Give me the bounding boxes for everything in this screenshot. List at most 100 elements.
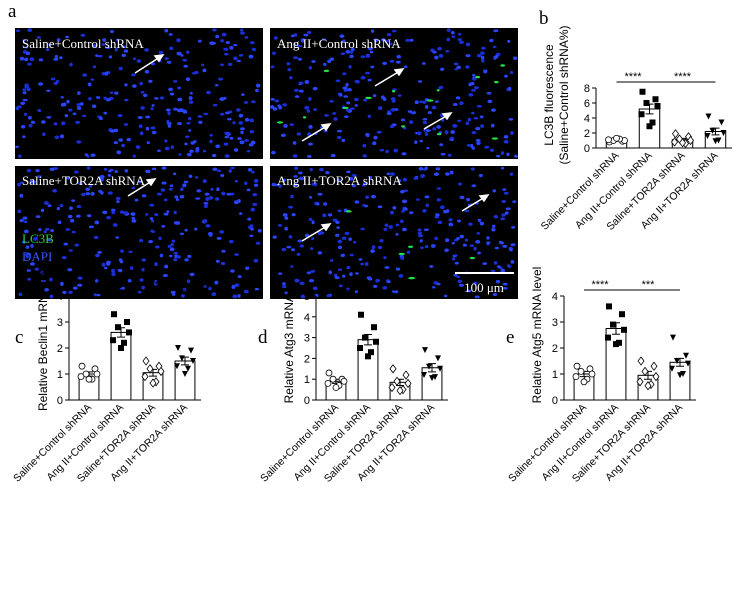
nucleus: [101, 43, 105, 46]
nucleus: [435, 213, 440, 217]
point: [671, 137, 678, 147]
nucleus: [50, 77, 55, 81]
nucleus: [163, 212, 169, 216]
nucleus: [197, 115, 203, 118]
point: [157, 366, 165, 377]
nucleus: [177, 122, 182, 126]
nucleus: [244, 36, 249, 39]
nucleus: [505, 207, 511, 211]
nucleus: [299, 281, 305, 286]
nucleus: [511, 226, 516, 229]
nucleus: [74, 243, 80, 247]
nucleus: [175, 221, 181, 225]
nucleus: [400, 190, 405, 194]
lc3b-speck: [342, 106, 349, 110]
nucleus: [77, 91, 81, 95]
nucleus: [486, 91, 492, 95]
point: [679, 138, 686, 148]
nucleus: [246, 149, 251, 153]
nucleus: [141, 258, 146, 262]
nucleus: [471, 131, 477, 135]
nucleus: [490, 269, 496, 273]
y-tick-label: 8: [584, 83, 590, 95]
nucleus: [105, 46, 111, 50]
nucleus: [468, 82, 472, 87]
nucleus: [395, 233, 399, 236]
nucleus: [240, 31, 245, 35]
arrows: [127, 54, 490, 242]
nucleus: [62, 290, 67, 295]
nucleus: [329, 259, 334, 262]
point: [110, 337, 116, 344]
nucleus: [17, 182, 21, 187]
significance-label: ****: [343, 279, 361, 291]
nucleus: [205, 224, 211, 228]
nucleus: [283, 124, 288, 128]
nucleus: [139, 278, 144, 282]
point: [78, 362, 86, 370]
nucleus: [426, 146, 430, 150]
nucleus: [203, 219, 208, 223]
nucleus: [450, 130, 455, 134]
nucleus: [117, 269, 122, 272]
nucleus: [23, 229, 29, 234]
nucleus: [49, 167, 55, 171]
nucleus: [117, 114, 123, 118]
point: [718, 119, 725, 126]
nucleus: [85, 187, 90, 191]
nucleus: [335, 79, 341, 82]
nucleus: [187, 254, 192, 258]
nucleus: [465, 121, 470, 126]
nucleus: [76, 140, 82, 144]
nucleus: [63, 242, 69, 246]
nucleus: [81, 192, 86, 197]
nucleus: [77, 276, 83, 280]
nucleus: [188, 174, 193, 178]
nucleus: [393, 289, 399, 294]
nucleus: [311, 60, 316, 63]
point: [649, 119, 656, 126]
nucleus: [412, 111, 416, 115]
nucleus: [243, 101, 249, 104]
nucleus: [307, 30, 312, 35]
nucleus: [127, 278, 132, 283]
nucleus: [93, 293, 98, 297]
nucleus: [85, 192, 91, 196]
nucleus: [417, 228, 422, 232]
nucleus: [457, 219, 461, 223]
nucleus: [476, 232, 481, 235]
nucleus: [88, 225, 94, 229]
nucleus: [103, 167, 108, 171]
nucleus: [284, 291, 288, 295]
nucleus: [342, 86, 348, 90]
nucleus: [106, 262, 111, 266]
nucleus: [136, 59, 142, 63]
nucleus: [95, 54, 99, 57]
point: [670, 334, 676, 341]
nucleus: [61, 255, 67, 260]
nucleus: [72, 112, 77, 116]
nucleus: [250, 227, 254, 231]
nucleus: [282, 213, 288, 217]
nucleus: [282, 285, 287, 289]
nucleus: [69, 206, 73, 211]
nucleus: [76, 205, 82, 209]
nucleus: [44, 287, 50, 292]
y-axis-label: (Saline+Control shRNA%): [557, 25, 571, 164]
nucleus: [61, 121, 66, 126]
nucleus: [364, 261, 369, 266]
nucleus: [189, 272, 195, 277]
nucleus: [25, 245, 30, 249]
nucleus: [178, 153, 182, 156]
nucleus: [448, 153, 452, 157]
nucleus: [151, 167, 157, 171]
point: [672, 129, 679, 139]
nucleus: [169, 254, 173, 258]
nucleus: [389, 42, 393, 46]
nucleus: [170, 145, 175, 150]
nucleus: [115, 196, 121, 201]
nucleus: [82, 114, 87, 118]
nucleus: [219, 97, 225, 102]
nucleus: [224, 135, 229, 139]
nucleus: [15, 145, 19, 149]
